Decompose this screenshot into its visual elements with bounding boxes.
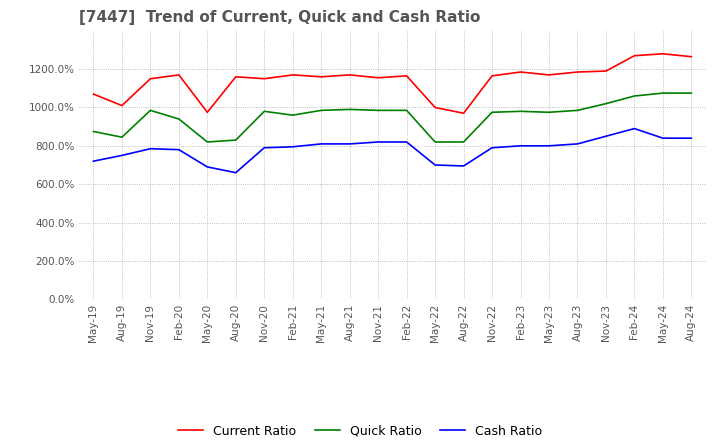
Cash Ratio bbox=[232, 170, 240, 175]
Quick Ratio bbox=[659, 91, 667, 96]
Quick Ratio bbox=[516, 109, 525, 114]
Cash Ratio bbox=[117, 153, 126, 158]
Quick Ratio bbox=[402, 108, 411, 113]
Cash Ratio bbox=[374, 139, 382, 145]
Quick Ratio bbox=[260, 109, 269, 114]
Text: [7447]  Trend of Current, Quick and Cash Ratio: [7447] Trend of Current, Quick and Cash … bbox=[79, 11, 480, 26]
Current Ratio bbox=[602, 68, 611, 73]
Cash Ratio bbox=[487, 145, 496, 150]
Quick Ratio bbox=[374, 108, 382, 113]
Quick Ratio bbox=[146, 108, 155, 113]
Cash Ratio bbox=[545, 143, 554, 148]
Cash Ratio bbox=[602, 134, 611, 139]
Cash Ratio bbox=[174, 147, 183, 152]
Current Ratio bbox=[545, 72, 554, 77]
Current Ratio bbox=[146, 76, 155, 81]
Current Ratio bbox=[459, 110, 468, 116]
Quick Ratio bbox=[602, 101, 611, 106]
Current Ratio bbox=[516, 70, 525, 75]
Cash Ratio bbox=[317, 141, 325, 147]
Cash Ratio bbox=[659, 136, 667, 141]
Cash Ratio bbox=[687, 136, 696, 141]
Cash Ratio bbox=[260, 145, 269, 150]
Current Ratio bbox=[174, 72, 183, 77]
Current Ratio bbox=[346, 72, 354, 77]
Quick Ratio bbox=[89, 129, 98, 134]
Current Ratio bbox=[260, 76, 269, 81]
Quick Ratio bbox=[630, 93, 639, 99]
Quick Ratio bbox=[317, 108, 325, 113]
Cash Ratio bbox=[289, 144, 297, 150]
Cash Ratio bbox=[573, 141, 582, 147]
Quick Ratio bbox=[487, 110, 496, 115]
Cash Ratio bbox=[203, 164, 212, 169]
Quick Ratio bbox=[545, 110, 554, 115]
Quick Ratio bbox=[573, 108, 582, 113]
Current Ratio bbox=[659, 51, 667, 56]
Cash Ratio bbox=[89, 158, 98, 164]
Current Ratio bbox=[573, 70, 582, 75]
Current Ratio bbox=[374, 75, 382, 81]
Quick Ratio bbox=[459, 139, 468, 145]
Current Ratio bbox=[89, 92, 98, 97]
Current Ratio bbox=[431, 105, 439, 110]
Line: Quick Ratio: Quick Ratio bbox=[94, 93, 691, 142]
Current Ratio bbox=[402, 73, 411, 78]
Quick Ratio bbox=[174, 116, 183, 121]
Quick Ratio bbox=[289, 113, 297, 118]
Current Ratio bbox=[487, 73, 496, 78]
Cash Ratio bbox=[346, 141, 354, 147]
Current Ratio bbox=[687, 54, 696, 59]
Current Ratio bbox=[289, 72, 297, 77]
Quick Ratio bbox=[232, 137, 240, 143]
Quick Ratio bbox=[203, 139, 212, 145]
Line: Current Ratio: Current Ratio bbox=[94, 54, 691, 113]
Current Ratio bbox=[630, 53, 639, 59]
Current Ratio bbox=[232, 74, 240, 80]
Quick Ratio bbox=[431, 139, 439, 145]
Quick Ratio bbox=[117, 135, 126, 140]
Current Ratio bbox=[117, 103, 126, 108]
Cash Ratio bbox=[516, 143, 525, 148]
Legend: Current Ratio, Quick Ratio, Cash Ratio: Current Ratio, Quick Ratio, Cash Ratio bbox=[173, 420, 547, 440]
Cash Ratio bbox=[459, 163, 468, 169]
Quick Ratio bbox=[346, 107, 354, 112]
Cash Ratio bbox=[402, 139, 411, 145]
Cash Ratio bbox=[630, 126, 639, 131]
Current Ratio bbox=[203, 110, 212, 115]
Cash Ratio bbox=[146, 146, 155, 151]
Current Ratio bbox=[317, 74, 325, 80]
Cash Ratio bbox=[431, 162, 439, 168]
Quick Ratio bbox=[687, 91, 696, 96]
Line: Cash Ratio: Cash Ratio bbox=[94, 128, 691, 172]
